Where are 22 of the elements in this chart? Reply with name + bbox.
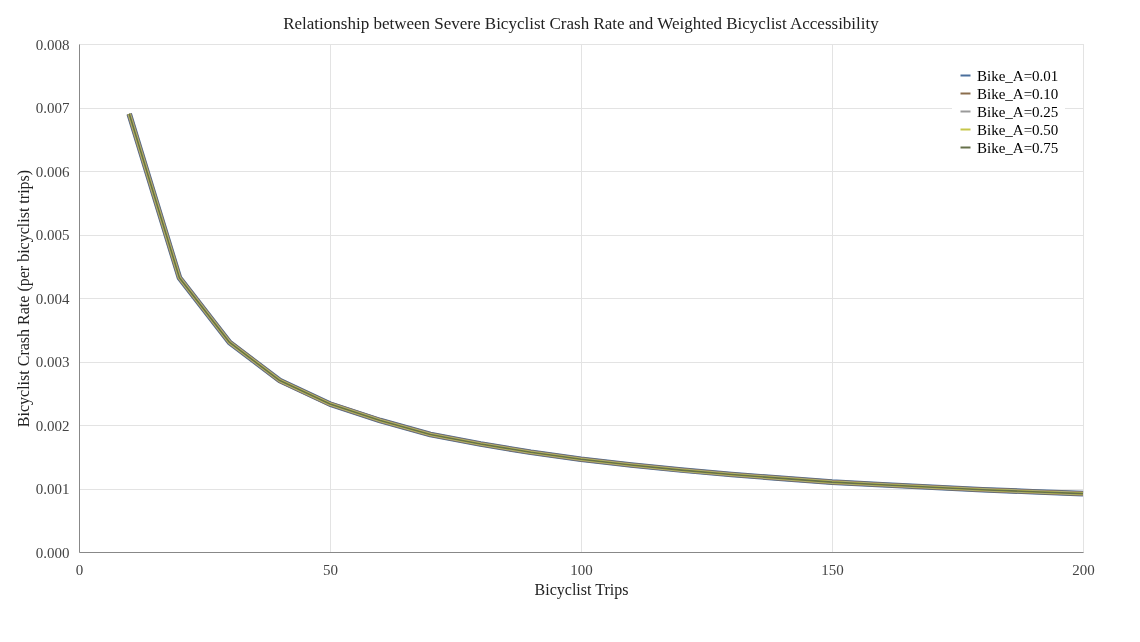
x-tick-label: 150 xyxy=(821,561,844,578)
x-axis-title: Bicyclist Trips xyxy=(534,580,629,599)
legend-label: Bike_A=0.10 xyxy=(977,85,1059,102)
y-tick-label: 0.002 xyxy=(35,417,70,434)
x-tick-label: 200 xyxy=(1072,561,1095,578)
y-tick-label: 0.003 xyxy=(35,354,70,370)
y-tick-label: 0.004 xyxy=(35,290,70,307)
y-tick-label: 0.005 xyxy=(35,227,70,243)
y-tick-label: 0.000 xyxy=(35,544,70,561)
y-tick-label: 0.006 xyxy=(35,163,70,180)
legend-label: Bike_A=0.75 xyxy=(977,139,1059,156)
legend-label: Bike_A=0.25 xyxy=(977,103,1059,120)
x-tick-label: 0 xyxy=(75,561,84,578)
x-tick-label: 50 xyxy=(323,561,338,578)
y-axis-title: Bicyclist Crash Rate (per bicyclist trips) xyxy=(14,169,33,428)
y-tick-label: 0.001 xyxy=(35,481,70,497)
x-tick-label: 100 xyxy=(570,561,593,578)
y-tick-label: 0.007 xyxy=(35,100,70,116)
legend-label: Bike_A=0.50 xyxy=(977,121,1059,138)
chart-title: Relationship between Severe Bicyclist Crash Rate and Weighted Bicyclist Accessibility xyxy=(283,14,880,33)
y-tick-label: 0.008 xyxy=(35,36,70,53)
legend-label: Bike_A=0.01 xyxy=(977,67,1059,84)
